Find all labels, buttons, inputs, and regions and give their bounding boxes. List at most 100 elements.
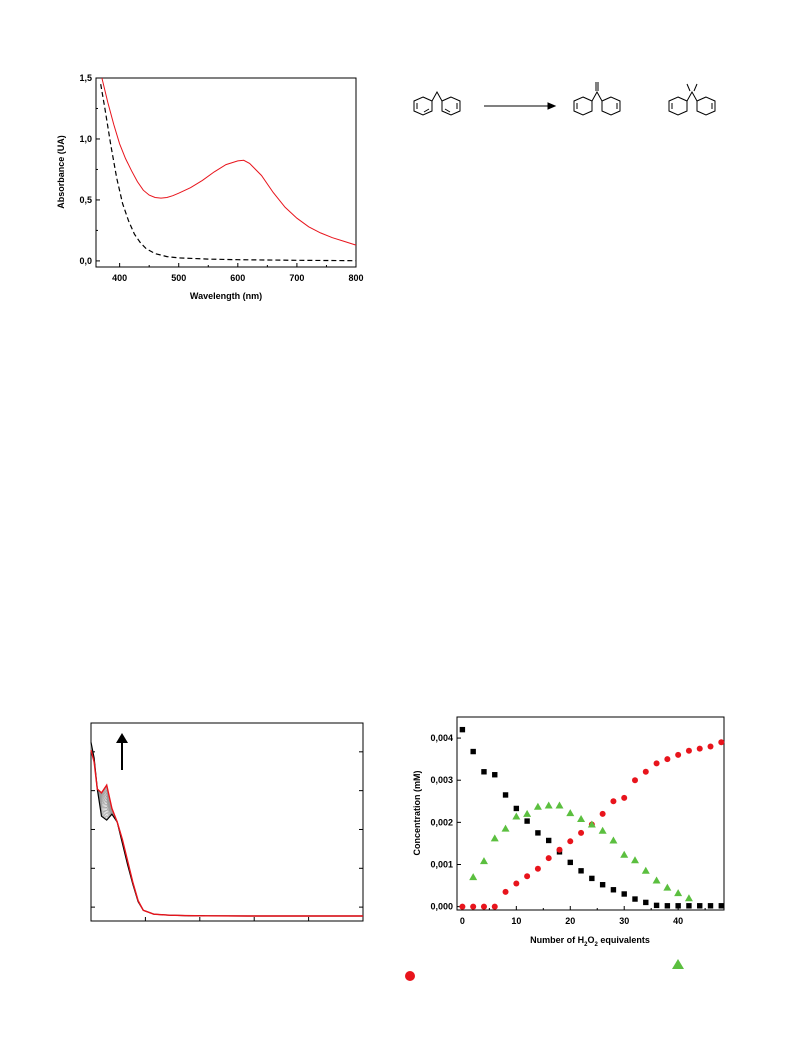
data-point-triangle (652, 876, 661, 884)
data-point-square (535, 830, 541, 836)
absorbance-x-ticks (119, 263, 357, 267)
concentration-plot-frame (456, 716, 725, 911)
reaction-scheme (413, 82, 716, 116)
molecule-fluorenone-product (573, 82, 621, 116)
intermediate-curve (90, 749, 363, 917)
data-point-circle (675, 751, 682, 758)
reaction-arrow (484, 102, 557, 110)
intermediate-curve (90, 746, 363, 917)
data-point-square (470, 748, 476, 755)
concentration-y-tick-labels: 0,000 0,001 0,002 0,003 0,004 (430, 733, 453, 912)
concentration-chart: 0 10 20 30 40 0,000 0,001 0,002 0,003 0,… (412, 716, 725, 948)
intermediate-curve (90, 744, 363, 917)
intermediate-curve (90, 746, 363, 917)
data-point-square (578, 868, 584, 874)
y-tick-label-0-5: 0,5 (79, 195, 92, 205)
absorbance-y-ticks (96, 77, 100, 262)
data-point-triangle (587, 820, 596, 828)
absorbance-y-axis-label: Absorbance (UA) (56, 135, 66, 209)
data-point-circle (470, 903, 477, 910)
data-point-circle (610, 798, 617, 805)
data-point-circle (578, 829, 585, 836)
concentration-x-tick-labels: 0 10 20 30 40 (460, 916, 683, 926)
intermediate-curve (90, 745, 363, 917)
titration-intermediate-curves (90, 742, 363, 917)
intermediate-curve (90, 747, 363, 917)
data-point-circle (459, 903, 466, 910)
intermediate-curve (90, 749, 363, 917)
data-point-circle (632, 777, 638, 784)
xlabel-part-main: Number of H (530, 935, 584, 945)
concentration-x-axis-label: Number of H2O2 equivalents (530, 935, 650, 948)
data-point-square (459, 726, 466, 733)
data-point-square (524, 818, 530, 824)
data-point-square (675, 903, 681, 909)
y-tick-label-0-001: 0,001 (430, 859, 453, 869)
molecule-intermediate (668, 83, 716, 116)
intermediate-curve (90, 743, 363, 917)
data-point-square (686, 903, 692, 909)
data-point-square (632, 896, 638, 902)
absorbance-x-axis-label: Wavelength (nm) (190, 291, 262, 301)
data-point-triangle (641, 866, 650, 874)
data-point-circle (480, 903, 487, 910)
data-point-square (610, 887, 617, 893)
data-point-circle (556, 846, 563, 853)
legend-triangle-marker (672, 959, 684, 969)
data-point-triangle (469, 873, 478, 881)
x-tick-label-700: 700 (289, 273, 304, 283)
data-point-circle (491, 903, 498, 910)
data-point-square (567, 859, 573, 866)
intermediate-curve (90, 748, 363, 917)
data-point-square (481, 769, 487, 775)
data-point-square (545, 837, 552, 844)
intermediate-curve (90, 748, 363, 917)
data-point-triangle (479, 857, 488, 865)
data-point-square (664, 903, 671, 909)
intermediate-curve (90, 745, 363, 917)
data-point-triangle (544, 801, 553, 809)
data-point-triangle (501, 824, 510, 832)
legend-circle-marker (405, 971, 415, 981)
x-tick-label-40: 40 (673, 916, 683, 926)
data-point-circle (545, 855, 552, 862)
data-point-triangle (620, 850, 629, 858)
data-point-circle (653, 760, 660, 767)
absorbance-series-solid-red (101, 77, 357, 246)
titration-plot-frame (90, 722, 364, 922)
data-point-circle (621, 794, 628, 801)
data-point-triangle (555, 801, 564, 809)
x-tick-label-10: 10 (511, 916, 521, 926)
intermediate-curve (90, 748, 363, 917)
y-tick-label-1-0: 1,0 (79, 134, 92, 144)
data-point-square (621, 891, 627, 897)
x-tick-label-20: 20 (565, 916, 575, 926)
data-point-triangle (566, 809, 575, 817)
absorbance-plot-frame (95, 77, 357, 268)
data-point-triangle (512, 812, 521, 820)
y-tick-label-1-5: 1,5 (79, 73, 92, 83)
absorbance-series-dashed-black (100, 83, 357, 262)
titration-spectra-chart (90, 722, 364, 922)
y-tick-label-0-003: 0,003 (430, 775, 453, 785)
x-tick-label-0: 0 (460, 916, 465, 926)
data-point-triangle (631, 856, 639, 864)
intermediate-curve (90, 746, 363, 917)
concentration-y-ticks (457, 737, 461, 908)
xlabel-part-end: equivalents (598, 935, 650, 945)
data-point-triangle (674, 889, 683, 897)
data-point-square (589, 875, 595, 882)
x-tick-label-30: 30 (619, 916, 629, 926)
data-point-circle (642, 768, 649, 775)
intermediate-curve (90, 744, 363, 917)
intermediate-curve (90, 743, 363, 917)
data-point-square (643, 899, 649, 906)
intermediate-curve (90, 745, 363, 917)
intermediate-curve (90, 743, 363, 917)
absorbance-x-tick-labels: 400 500 600 700 800 (112, 273, 363, 283)
y-tick-label-0-000: 0,000 (430, 902, 453, 912)
data-point-triangle (598, 826, 607, 834)
intermediate-curve (90, 749, 363, 917)
data-point-triangle (577, 814, 586, 822)
